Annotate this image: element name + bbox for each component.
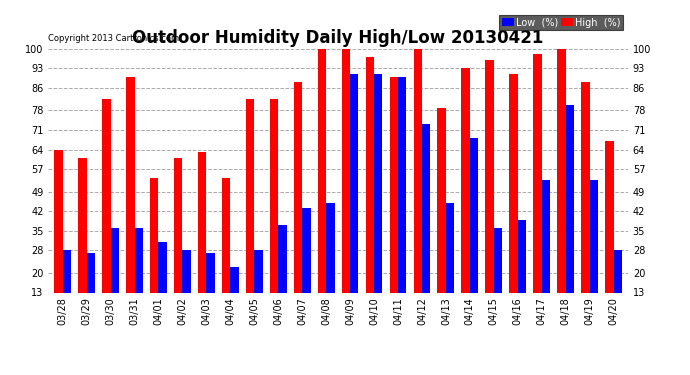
Bar — [542, 180, 550, 292]
Bar — [494, 228, 502, 292]
Bar — [222, 178, 230, 292]
Title: Outdoor Humidity Daily High/Low 20130421: Outdoor Humidity Daily High/Low 20130421 — [132, 29, 544, 47]
Bar — [446, 203, 454, 292]
Bar — [159, 242, 167, 292]
Bar — [255, 251, 263, 292]
Bar — [294, 82, 302, 292]
Bar — [533, 54, 542, 292]
Bar — [589, 180, 598, 292]
Bar — [174, 158, 182, 292]
Bar — [350, 74, 359, 292]
Bar — [87, 253, 95, 292]
Bar — [462, 68, 470, 292]
Bar — [326, 203, 335, 292]
Bar — [398, 77, 406, 292]
Bar — [102, 99, 110, 292]
Bar — [566, 105, 574, 292]
Bar — [509, 74, 518, 292]
Bar — [182, 251, 191, 292]
Bar — [605, 141, 613, 292]
Bar — [470, 138, 478, 292]
Bar — [206, 253, 215, 292]
Legend: Low  (%), High  (%): Low (%), High (%) — [500, 15, 623, 30]
Bar — [485, 60, 494, 292]
Bar — [390, 77, 398, 292]
Bar — [270, 99, 278, 292]
Bar — [374, 74, 382, 292]
Bar — [55, 150, 63, 292]
Bar — [78, 158, 87, 292]
Bar — [342, 49, 350, 292]
Bar — [150, 178, 159, 292]
Bar — [422, 124, 431, 292]
Bar — [135, 228, 143, 292]
Bar — [581, 82, 589, 292]
Bar — [278, 225, 286, 292]
Text: Copyright 2013 Cartronics.com: Copyright 2013 Cartronics.com — [48, 34, 179, 43]
Bar — [246, 99, 255, 292]
Bar — [413, 49, 422, 292]
Bar — [126, 77, 135, 292]
Bar — [63, 251, 71, 292]
Bar — [558, 49, 566, 292]
Bar — [302, 209, 311, 292]
Bar — [613, 251, 622, 292]
Bar — [366, 57, 374, 292]
Bar — [110, 228, 119, 292]
Bar — [437, 108, 446, 292]
Bar — [317, 49, 326, 292]
Bar — [230, 267, 239, 292]
Bar — [518, 220, 526, 292]
Bar — [198, 152, 206, 292]
